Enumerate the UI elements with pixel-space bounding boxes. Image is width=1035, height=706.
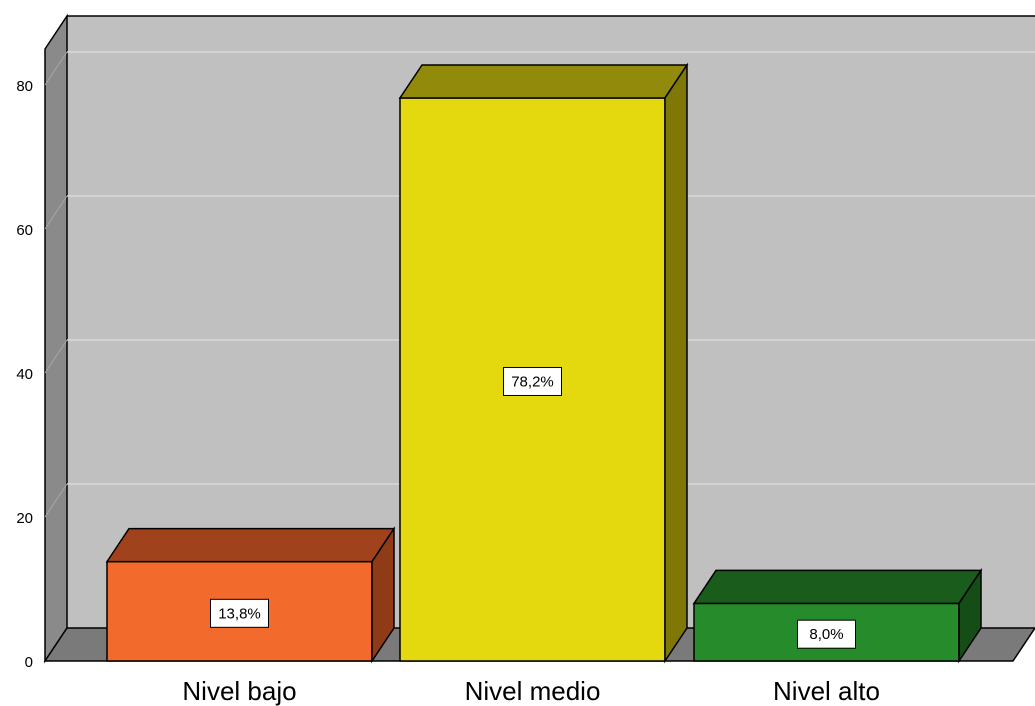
bar-top bbox=[105, 527, 396, 563]
bar-side bbox=[664, 62, 688, 664]
gridline-side bbox=[44, 483, 68, 518]
data-label: 8,0% bbox=[809, 626, 843, 643]
bar-group: 78,2% bbox=[398, 62, 689, 664]
data-label-box bbox=[797, 619, 856, 649]
x-category-label: Nivel medio bbox=[465, 676, 601, 706]
bar-top bbox=[692, 569, 983, 605]
bar-side bbox=[958, 567, 982, 664]
y-tick-label: 80 bbox=[16, 78, 33, 95]
bar-group: 8,0% bbox=[692, 567, 983, 664]
data-label-box bbox=[210, 598, 269, 628]
gridline-side bbox=[44, 339, 68, 374]
bar-side bbox=[371, 526, 395, 664]
y-tick-label: 40 bbox=[16, 366, 33, 383]
y-tick-label: 0 bbox=[25, 654, 33, 671]
data-label: 13,8% bbox=[218, 605, 261, 622]
side-wall bbox=[44, 13, 68, 664]
bar-top bbox=[398, 64, 689, 99]
x-category-label: Nivel bajo bbox=[182, 676, 296, 706]
gridline-side bbox=[44, 51, 68, 86]
data-label: 78,2% bbox=[511, 373, 554, 390]
y-tick-label: 20 bbox=[16, 510, 33, 527]
bar-group: 13,8% bbox=[105, 526, 396, 664]
y-tick-label: 60 bbox=[16, 222, 33, 239]
data-label-box bbox=[503, 366, 562, 396]
gridline-side bbox=[44, 195, 68, 230]
x-category-label: Nivel alto bbox=[773, 676, 880, 706]
